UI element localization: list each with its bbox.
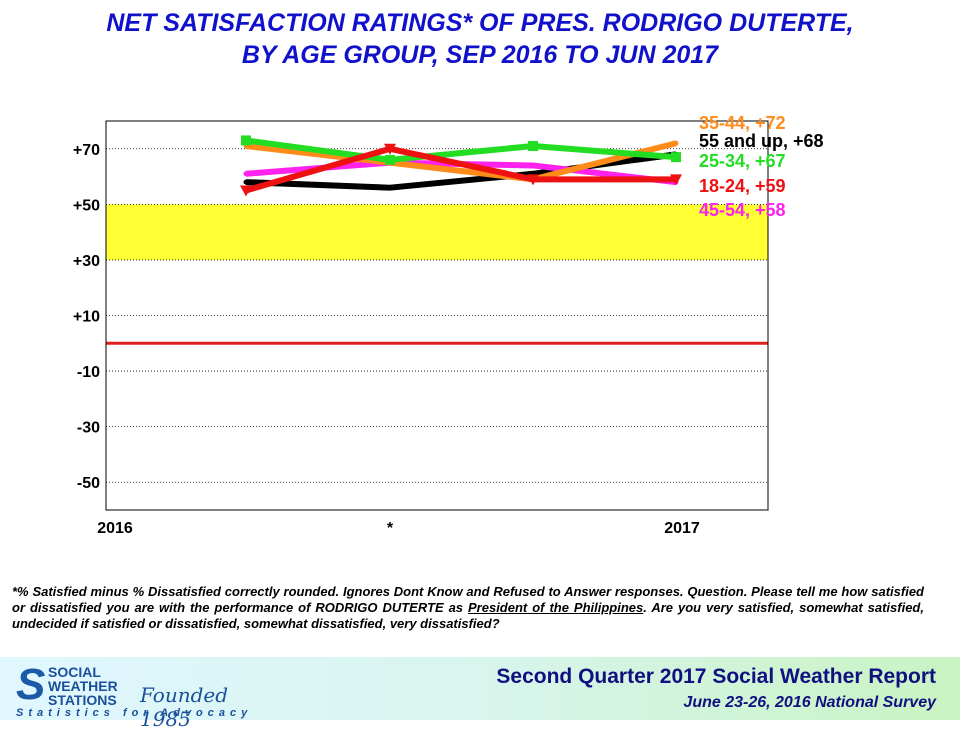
chart: +70 +50 +30 +10 -10 -30 -50 2016 * 2017 35-44, +7…	[73, 113, 824, 537]
footnote: *% Satisfied minus % Dissatisfied correc…	[12, 584, 924, 632]
footnote-text-2: . Are you very satisfied, somewhat satis…	[12, 600, 924, 631]
report-subtitle: June 23-26, 2016 National Survey	[683, 694, 936, 711]
data-point	[241, 135, 251, 146]
logo-line-1: SOCIAL	[48, 664, 101, 680]
series-line-35-44	[245, 140, 677, 183]
logo-name: SOCIAL WEATHER STATIONS	[48, 665, 118, 707]
logo-founded: Founded 1985	[140, 683, 229, 731]
logo-tagline: Statistics for Advocacy	[16, 707, 253, 719]
y-tick-label: +10	[73, 309, 100, 326]
data-point	[671, 152, 681, 163]
series-line-25-34	[245, 137, 677, 163]
y-tick-label: +30	[73, 253, 100, 270]
y-tick-label: +70	[73, 142, 100, 159]
y-tick-label: -10	[77, 364, 100, 381]
chart-title-line-1: NET SATISFACTION RATINGS* OF PRES. RODRI…	[106, 9, 854, 37]
footnote-text-1: *% Satisfied minus % Dissatisfied correc…	[12, 584, 924, 615]
report-title: Second Quarter 2017 Social Weather Repor…	[496, 665, 936, 688]
series-end-label: 55 and up, +68	[699, 131, 824, 151]
data-point	[384, 143, 396, 155]
data-point	[527, 174, 539, 186]
sws-logo-icon: S	[16, 660, 46, 709]
series-end-label: 45-54, +58	[699, 200, 786, 220]
data-point	[243, 171, 249, 177]
series-end-label: 35-44, +72	[699, 113, 786, 133]
data-point	[530, 162, 536, 168]
data-point	[240, 185, 252, 197]
chart-title-line-2: BY AGE GROUP, SEP 2016 TO JUN 2017	[241, 41, 719, 69]
series-end-label: 25-34, +67	[699, 151, 786, 171]
data-point	[528, 141, 538, 152]
x-tick-label: 2017	[664, 520, 700, 537]
sws-logo: S SOCIAL WEATHER STATIONS Founded 1985 S…	[12, 660, 262, 731]
x-tick-label: *	[387, 520, 394, 537]
data-point	[243, 179, 249, 185]
highlight-band	[106, 204, 768, 260]
y-tick-label: -30	[77, 420, 100, 437]
data-point	[387, 185, 393, 191]
y-tick-label: +50	[73, 197, 100, 214]
data-point	[670, 174, 682, 186]
plot-border	[105, 120, 769, 511]
footer-banner: S SOCIAL WEATHER STATIONS Founded 1985 S…	[0, 657, 960, 731]
data-point	[673, 140, 679, 146]
data-point	[385, 154, 395, 165]
logo-line-3: STATIONS	[48, 692, 117, 708]
y-tick-label: -50	[77, 475, 100, 492]
footnote-underlined: President of the Philippines	[468, 600, 644, 615]
series-end-label: 18-24, +59	[699, 176, 786, 196]
series-line-18-24	[245, 145, 676, 194]
x-tick-label: 2016	[97, 520, 133, 537]
logo-line-2: WEATHER	[48, 678, 118, 694]
